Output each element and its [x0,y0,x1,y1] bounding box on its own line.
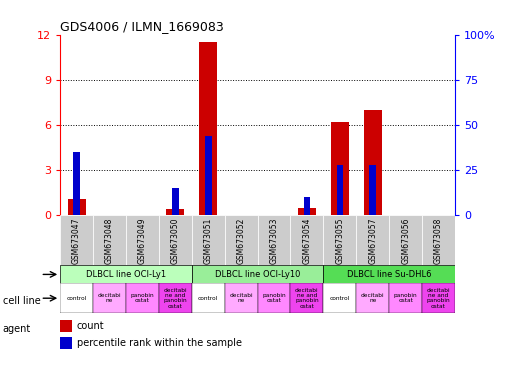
Bar [205,136,211,215]
Text: cell line: cell line [3,296,40,306]
Bar [290,283,323,313]
Bar [60,265,192,283]
Bar [159,283,192,313]
Bar [389,215,422,265]
Bar [337,165,343,215]
Bar [369,165,376,215]
Text: GSM673058: GSM673058 [434,218,443,264]
Text: GSM673054: GSM673054 [302,218,311,265]
Text: decitabi
ne: decitabi ne [361,293,384,303]
Text: decitabi
ne: decitabi ne [98,293,121,303]
Bar [422,283,455,313]
Bar [304,197,310,215]
Bar [199,42,217,215]
Text: agent: agent [3,324,31,334]
Bar [290,215,323,265]
Text: percentile rank within the sample: percentile rank within the sample [77,338,242,348]
Bar [257,215,290,265]
Bar [166,209,185,215]
Bar [225,283,257,313]
Bar [422,215,455,265]
Bar [126,215,159,265]
Bar [159,215,192,265]
Text: panobin
ostat: panobin ostat [394,293,417,303]
Bar [323,265,455,283]
Text: GSM673049: GSM673049 [138,218,147,265]
Bar [323,215,356,265]
Bar [93,215,126,265]
Text: DLBCL line Su-DHL6: DLBCL line Su-DHL6 [347,270,431,279]
Bar [356,283,389,313]
Text: control: control [66,296,87,301]
Text: decitabi
ne: decitabi ne [229,293,253,303]
Text: decitabi
ne and
panobin
ostat: decitabi ne and panobin ostat [295,288,319,309]
Bar [331,122,349,215]
Text: count: count [77,321,105,331]
Text: DLBCL line OCI-Ly1: DLBCL line OCI-Ly1 [86,270,166,279]
Bar [60,215,93,265]
Text: GSM673047: GSM673047 [72,218,81,265]
Bar [298,208,316,215]
Bar [93,283,126,313]
Text: DLBCL line OCI-Ly10: DLBCL line OCI-Ly10 [215,270,300,279]
Bar [257,283,290,313]
Text: GSM673051: GSM673051 [204,218,213,264]
Bar [192,265,323,283]
Text: control: control [198,296,218,301]
Text: decitabi
ne and
panobin
ostat: decitabi ne and panobin ostat [164,288,187,309]
Bar [172,188,178,215]
Bar [356,215,389,265]
Text: GSM673048: GSM673048 [105,218,114,264]
Text: GDS4006 / ILMN_1669083: GDS4006 / ILMN_1669083 [60,20,224,33]
Bar [363,110,382,215]
Text: decitabi
ne and
panobin
ostat: decitabi ne and panobin ostat [427,288,450,309]
Bar [389,283,422,313]
Text: GSM673057: GSM673057 [368,218,377,265]
Bar [60,283,93,313]
Text: control: control [329,296,350,301]
Bar [192,283,225,313]
Bar [126,283,159,313]
Text: GSM673056: GSM673056 [401,218,410,265]
Text: panobin
ostat: panobin ostat [262,293,286,303]
Bar [192,215,225,265]
Text: GSM673052: GSM673052 [236,218,246,264]
Text: GSM673050: GSM673050 [171,218,180,265]
Text: panobin
ostat: panobin ostat [131,293,154,303]
Bar [73,152,80,215]
Text: GSM673053: GSM673053 [269,218,279,265]
Text: GSM673055: GSM673055 [335,218,344,265]
Bar [323,283,356,313]
Bar [67,199,86,215]
Bar [225,215,257,265]
